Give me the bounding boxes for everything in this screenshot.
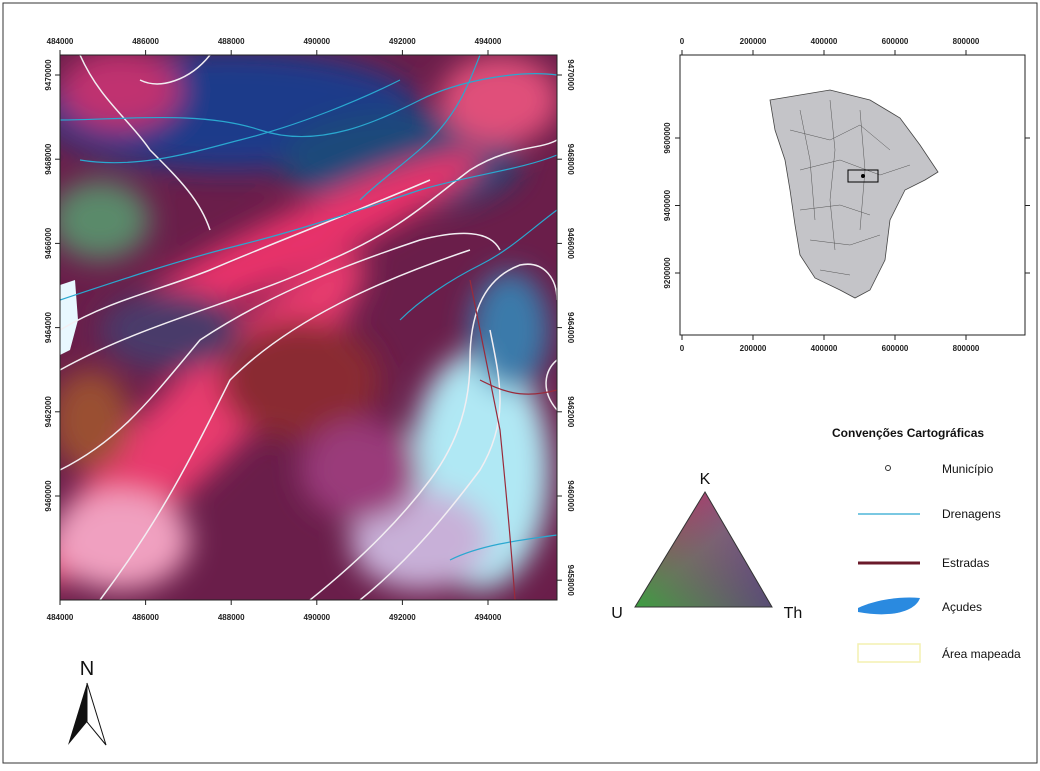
y-tick-label: 9468000 [44, 143, 53, 175]
x-tick-label: 800000 [953, 344, 980, 353]
y-tick-label: 9600000 [663, 122, 672, 154]
y-tick-label: 9200000 [663, 257, 672, 289]
y-tick-label: 9470000 [566, 59, 575, 91]
legend-item: Drenagens [942, 507, 1001, 521]
x-tick-label: 200000 [740, 344, 767, 353]
x-tick-label: 400000 [811, 344, 838, 353]
page: {"map": { "main_xticks": [484000, 486000… [0, 0, 1040, 771]
north-arrow: N [68, 658, 106, 745]
x-tick-label: 486000 [132, 613, 159, 622]
x-tick-label: 490000 [303, 613, 330, 622]
x-tick-label: 200000 [740, 37, 767, 46]
radiometric-raster [6, 50, 560, 614]
x-tick-label: 494000 [475, 37, 502, 46]
x-tick-label: 0 [680, 344, 685, 353]
x-tick-label: 494000 [475, 613, 502, 622]
y-tick-label: 9468000 [566, 144, 575, 176]
ternary-u: U [611, 605, 623, 622]
y-tick-label: 9470000 [44, 59, 53, 91]
ternary-k: K [700, 471, 711, 488]
legend: Convenções Cartográficas Município Drena… [832, 426, 1021, 662]
x-tick-label: 486000 [132, 37, 159, 46]
legend-item: Estradas [942, 556, 989, 570]
y-tick-label: 9464000 [44, 311, 53, 343]
y-tick-label: 9400000 [663, 189, 672, 221]
x-tick-label: 400000 [811, 37, 838, 46]
x-tick-label: 484000 [47, 37, 74, 46]
x-tick-label: 800000 [953, 37, 980, 46]
ternary-legend: K U Th [611, 471, 802, 622]
y-tick-label: 9464000 [566, 312, 575, 344]
x-tick-label: 484000 [47, 613, 74, 622]
y-tick-label: 9458000 [566, 565, 575, 597]
y-tick-label: 9466000 [566, 228, 575, 260]
legend-item: Município [942, 462, 994, 476]
y-tick-label: 9462000 [566, 396, 575, 428]
y-tick-label: 9460000 [566, 480, 575, 512]
x-tick-label: 492000 [389, 613, 416, 622]
legend-item: Açudes [942, 600, 982, 614]
x-tick-label: 492000 [389, 37, 416, 46]
x-tick-label: 488000 [218, 613, 245, 622]
legend-title: Convenções Cartográficas [832, 426, 984, 440]
inset-map [680, 55, 1025, 335]
ternary-th: Th [784, 605, 803, 622]
x-tick-label: 0 [680, 37, 685, 46]
x-tick-label: 600000 [882, 344, 909, 353]
x-tick-label: 600000 [882, 37, 909, 46]
north-label: N [80, 658, 94, 680]
x-tick-label: 488000 [218, 37, 245, 46]
x-tick-label: 490000 [303, 37, 330, 46]
legend-item: Área mapeada [942, 646, 1021, 661]
y-tick-label: 9460000 [44, 480, 53, 512]
y-tick-label: 9462000 [44, 396, 53, 428]
map-layout: 484000 484000 486000 486000 488000 488000 4900… [0, 0, 1040, 766]
y-tick-label: 9466000 [44, 227, 53, 259]
